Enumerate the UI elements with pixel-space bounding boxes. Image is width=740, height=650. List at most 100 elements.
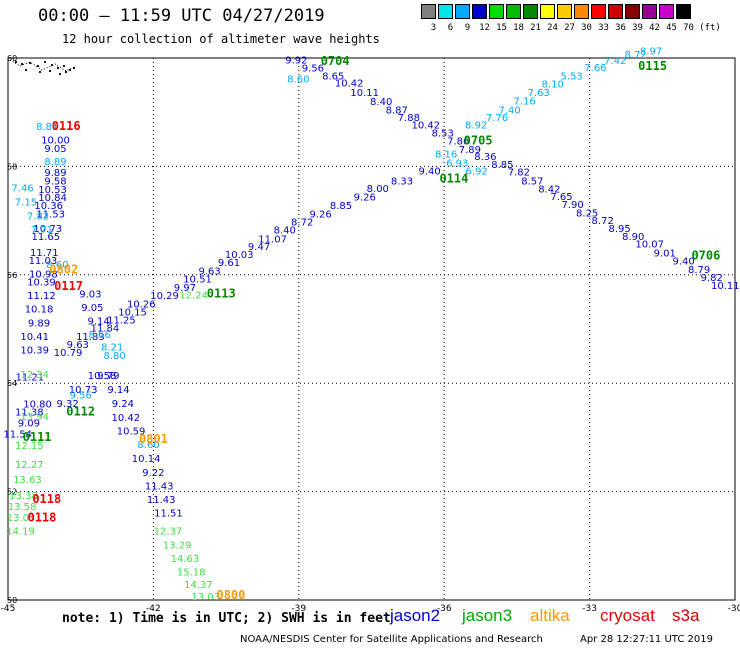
swh-value-label: 7.82 <box>508 168 530 179</box>
swh-value-label: 13.58 <box>8 502 37 513</box>
swh-value-label: 6.93 <box>446 158 468 169</box>
orbit-pass-label: 0705 <box>464 134 493 148</box>
swh-value-label: 10.42 <box>111 413 140 424</box>
swh-value-label: 9.05 <box>44 144 66 155</box>
swh-value-label: 7.76 <box>486 113 508 124</box>
swh-value-label: 9.14 <box>107 385 129 396</box>
legend-jason3: jason3 <box>462 606 513 625</box>
swh-value-label: 9.92 <box>285 55 307 66</box>
swh-value-label: 8.40 <box>274 226 296 237</box>
coastline-dot <box>38 70 42 74</box>
swh-value-label: 9.32 <box>56 399 78 410</box>
coastline-dot <box>48 69 52 73</box>
swh-value-label: 11.12 <box>27 291 56 302</box>
swh-value-label: 11.25 <box>107 316 136 327</box>
coastline-dot <box>56 66 60 70</box>
swh-value-label: 11.38 <box>15 408 44 419</box>
map-frame <box>7 57 736 601</box>
swh-value-label: 10.79 <box>54 348 83 359</box>
swh-value-label: 7.63 <box>528 88 550 99</box>
coastline-dot <box>64 70 68 74</box>
swh-value-label: 14.63 <box>171 554 200 565</box>
swh-value-label: 8.21 <box>101 343 123 354</box>
swh-value-label: 7.90 <box>562 200 584 211</box>
swh-value-label: 8.10 <box>542 79 564 90</box>
scale-label-27: 27 <box>564 23 575 33</box>
swh-value-label: 9.89 <box>44 168 66 179</box>
scale-label-9: 9 <box>464 23 471 33</box>
swh-value-label: 7.71 <box>31 225 53 236</box>
swh-value-label: 11.03 <box>29 256 58 267</box>
page-title: 00:00 – 11:59 UTC 04/27/2019 <box>38 6 325 26</box>
swh-value-label: 11.71 <box>30 248 59 259</box>
swh-value-label: 9.05 <box>81 303 103 314</box>
swh-value-label: 9.63 <box>198 266 220 277</box>
swh-value-label: 10.84 <box>38 193 67 204</box>
scale-swatch-3 <box>421 4 436 19</box>
legend-altika: altika <box>530 606 570 625</box>
swh-value-label: 11.51 <box>154 509 183 520</box>
swh-value-label: 9.56 <box>70 390 92 401</box>
swh-value-label: 8.72 <box>625 50 647 61</box>
swh-value-label: 10.39 <box>20 345 49 356</box>
swh-value-label: 7.40 <box>498 105 520 116</box>
scale-swatch-70 <box>676 4 691 19</box>
swh-value-label: 8.92 <box>465 120 487 131</box>
swh-value-label: 9.58 <box>44 176 66 187</box>
legend-jason2: jason2 <box>390 606 441 625</box>
swh-value-label: 8.00 <box>367 184 389 195</box>
scale-swatch-24 <box>540 4 555 19</box>
coastline-dot <box>20 62 24 66</box>
lon-tick-label: -45 <box>1 604 16 614</box>
swh-value-label: 14.19 <box>6 526 35 537</box>
swh-value-label: 10.39 <box>27 278 56 289</box>
lat-tick-label: 60 <box>7 54 17 63</box>
coastline-dot <box>58 72 62 76</box>
coastline-dot <box>43 60 47 64</box>
swh-value-label: 13.94 <box>20 412 49 423</box>
legend-cryosat: cryosat <box>600 606 655 625</box>
legend-s3a: s3a <box>672 606 700 625</box>
swh-value-label: 10.41 <box>20 332 49 343</box>
scale-swatch-15 <box>489 4 504 19</box>
coastline-dot <box>68 68 72 72</box>
swh-value-label: 10.58 <box>88 371 117 382</box>
swh-value-label: 8.42 <box>538 184 560 195</box>
orbit-pass-label: 0118 <box>27 510 56 524</box>
swh-value-label: 9.79 <box>97 371 119 382</box>
swh-value-label: 14.37 <box>184 580 213 591</box>
swh-value-label: 11.07 <box>258 234 287 245</box>
orbit-pass-label: 0115 <box>638 59 667 73</box>
swh-value-label: 10.80 <box>23 400 52 411</box>
swh-value-label: 11.84 <box>91 324 120 335</box>
lat-tick-label: 52 <box>7 488 17 497</box>
swh-value-label: 9.22 <box>142 468 164 479</box>
page-subtitle: 12 hour collection of altimeter wave hei… <box>62 32 380 46</box>
swh-value-label: 8.90 <box>622 232 644 243</box>
swh-value-label: 9.14 <box>87 317 109 328</box>
orbit-pass-label: 0113 <box>207 287 236 301</box>
swh-value-label: 5.53 <box>561 72 583 83</box>
scale-swatch-42 <box>642 4 657 19</box>
scale-unit-label: (ft) <box>699 23 721 33</box>
scale-swatch-21 <box>523 4 538 19</box>
swh-value-label: 9.03 <box>79 290 101 301</box>
swh-value-label: 7.86 <box>447 137 469 148</box>
scale-label-70: 70 <box>683 23 694 33</box>
swh-value-label: 9.89 <box>28 318 50 329</box>
swh-value-label: 8.72 <box>592 216 614 227</box>
orbit-pass-label: 0704 <box>321 54 350 68</box>
swh-value-label: 8.72 <box>291 217 313 228</box>
scale-label-24: 24 <box>547 23 558 33</box>
scale-label-18: 18 <box>513 23 524 33</box>
coastline <box>9 59 77 72</box>
swh-value-label: 10.26 <box>127 299 156 310</box>
swh-value-label: 8.66 <box>88 330 110 341</box>
coastline-dot <box>24 68 28 72</box>
lon-tick-label: -39 <box>291 604 306 614</box>
scale-swatch-39 <box>625 4 640 19</box>
swh-value-label: 8.89 <box>44 157 66 168</box>
swh-value-label: 12.27 <box>15 460 44 471</box>
scale-swatch-33 <box>591 4 606 19</box>
swh-value-label: 10.14 <box>132 454 161 465</box>
